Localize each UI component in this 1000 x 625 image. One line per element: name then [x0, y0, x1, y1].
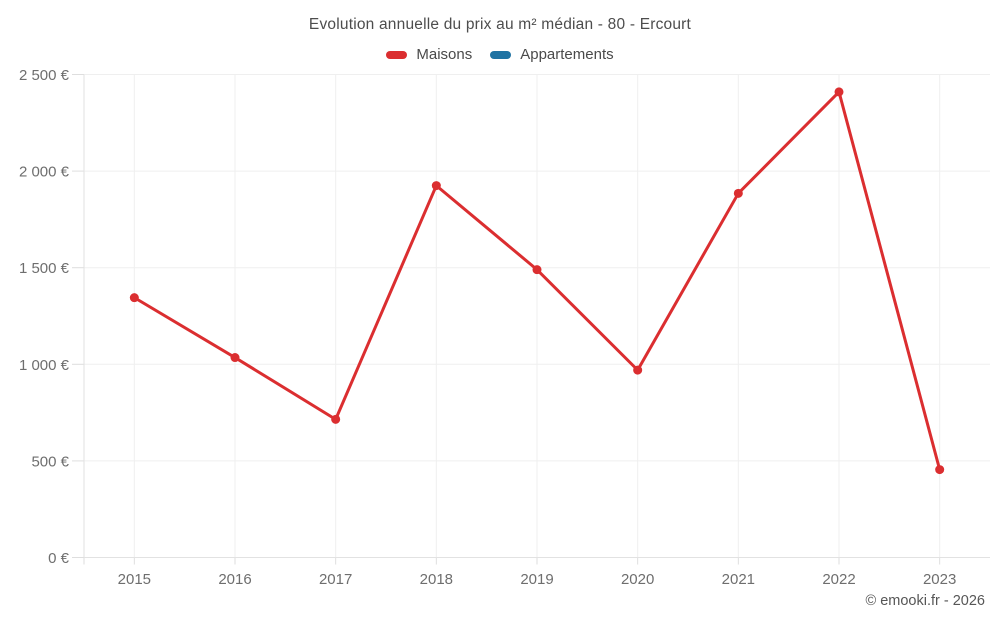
x-tick-label: 2015	[118, 571, 151, 588]
chart-legend: Maisons Appartements	[0, 46, 1000, 63]
x-tick-label: 2019	[520, 571, 553, 588]
legend-item-maisons[interactable]: Maisons	[386, 46, 472, 63]
y-tick-label: 2 000 €	[19, 164, 70, 181]
maisons-data-point	[935, 465, 945, 475]
appartements-series-swatch-icon	[490, 50, 512, 59]
legend-label-maisons: Maisons	[416, 46, 473, 63]
x-tick-label: 2022	[822, 571, 855, 588]
maisons-data-point	[633, 365, 643, 375]
maisons-data-point	[733, 188, 743, 198]
y-tick-label: 1 500 €	[19, 260, 70, 277]
y-tick-label: 500 €	[31, 453, 69, 470]
maisons-data-point	[331, 414, 341, 424]
maisons-data-point	[834, 87, 844, 97]
copyright-text: © emooki.fr - 2026	[865, 593, 985, 609]
legend-label-appartements: Appartements	[520, 46, 614, 63]
y-tick-label: 0 €	[48, 550, 70, 567]
y-tick-label: 1 000 €	[19, 357, 70, 374]
x-tick-label: 2018	[420, 571, 453, 588]
maisons-data-point	[129, 293, 139, 303]
chart-title: Evolution annuelle du prix au m² médian …	[308, 16, 692, 33]
maisons-data-point	[230, 353, 240, 363]
x-tick-label: 2023	[923, 571, 956, 588]
y-tick-label: 2 500 €	[19, 67, 70, 84]
x-tick-label: 2016	[218, 571, 251, 588]
x-tick-label: 2020	[621, 571, 654, 588]
legend-item-appartements[interactable]: Appartements	[490, 46, 614, 63]
maisons-data-point	[431, 181, 441, 191]
maisons-data-point	[532, 265, 542, 275]
maisons-series-swatch-icon	[386, 50, 408, 59]
x-tick-label: 2021	[722, 571, 755, 588]
x-tick-label: 2017	[319, 571, 352, 588]
